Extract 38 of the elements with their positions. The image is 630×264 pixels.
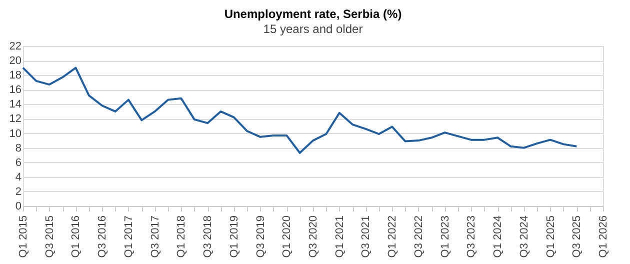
y-tick-label: 12 bbox=[9, 113, 22, 126]
y-tick-label: 22 bbox=[9, 40, 22, 52]
y-tick-label: 0 bbox=[15, 200, 22, 212]
x-tick-label: Q3 2015 bbox=[44, 216, 56, 258]
x-tick-label: Q3 2019 bbox=[254, 216, 267, 258]
y-tick-label: 16 bbox=[9, 84, 22, 96]
x-tick-label: Q1 2019 bbox=[228, 216, 240, 258]
x-tick-label: Q1 2018 bbox=[176, 216, 188, 258]
x-tick-label: Q3 2017 bbox=[149, 216, 162, 258]
x-tick-label: Q3 2022 bbox=[412, 216, 425, 258]
x-tick-label: Q3 2023 bbox=[466, 216, 478, 258]
x-tick-label: Q1 2015 bbox=[18, 216, 30, 258]
y-tick-label: 4 bbox=[15, 171, 22, 184]
y-tick-label: 18 bbox=[9, 70, 22, 82]
x-tick-label: Q1 2025 bbox=[544, 216, 557, 258]
line-series bbox=[22, 66, 578, 154]
x-tick-label: Q1 2017 bbox=[122, 216, 135, 258]
chart-title: Unemployment rate, Serbia (%) bbox=[224, 7, 402, 21]
x-tick-label: Q1 2016 bbox=[70, 216, 82, 258]
x-tick-label: Q1 2026 bbox=[598, 216, 610, 258]
y-tick-label: 6 bbox=[15, 156, 22, 169]
y-tick-label: 14 bbox=[9, 98, 22, 111]
y-tick-label: 10 bbox=[9, 128, 22, 140]
x-tick-label: Q3 2021 bbox=[360, 216, 372, 258]
x-tick-label: Q3 2024 bbox=[518, 216, 530, 258]
x-tick-label: Q1 2022 bbox=[386, 216, 399, 258]
x-tick-label: Q1 2023 bbox=[439, 216, 452, 258]
x-tick-label: Q3 2025 bbox=[571, 216, 584, 258]
y-tick-label: 2 bbox=[15, 186, 22, 198]
chart-subtitle: 15 years and older bbox=[263, 22, 363, 36]
x-tick-label: Q3 2016 bbox=[96, 216, 109, 258]
x-tick-label: Q1 2020 bbox=[281, 216, 294, 258]
x-tick-label: Q1 2021 bbox=[334, 216, 346, 258]
y-tick-label: 20 bbox=[9, 55, 22, 68]
y-tick-label: 8 bbox=[15, 142, 22, 154]
x-tick-label: Q3 2020 bbox=[308, 216, 320, 258]
x-tick-label: Q1 2024 bbox=[492, 216, 504, 258]
x-tick-label: Q3 2018 bbox=[202, 216, 214, 258]
